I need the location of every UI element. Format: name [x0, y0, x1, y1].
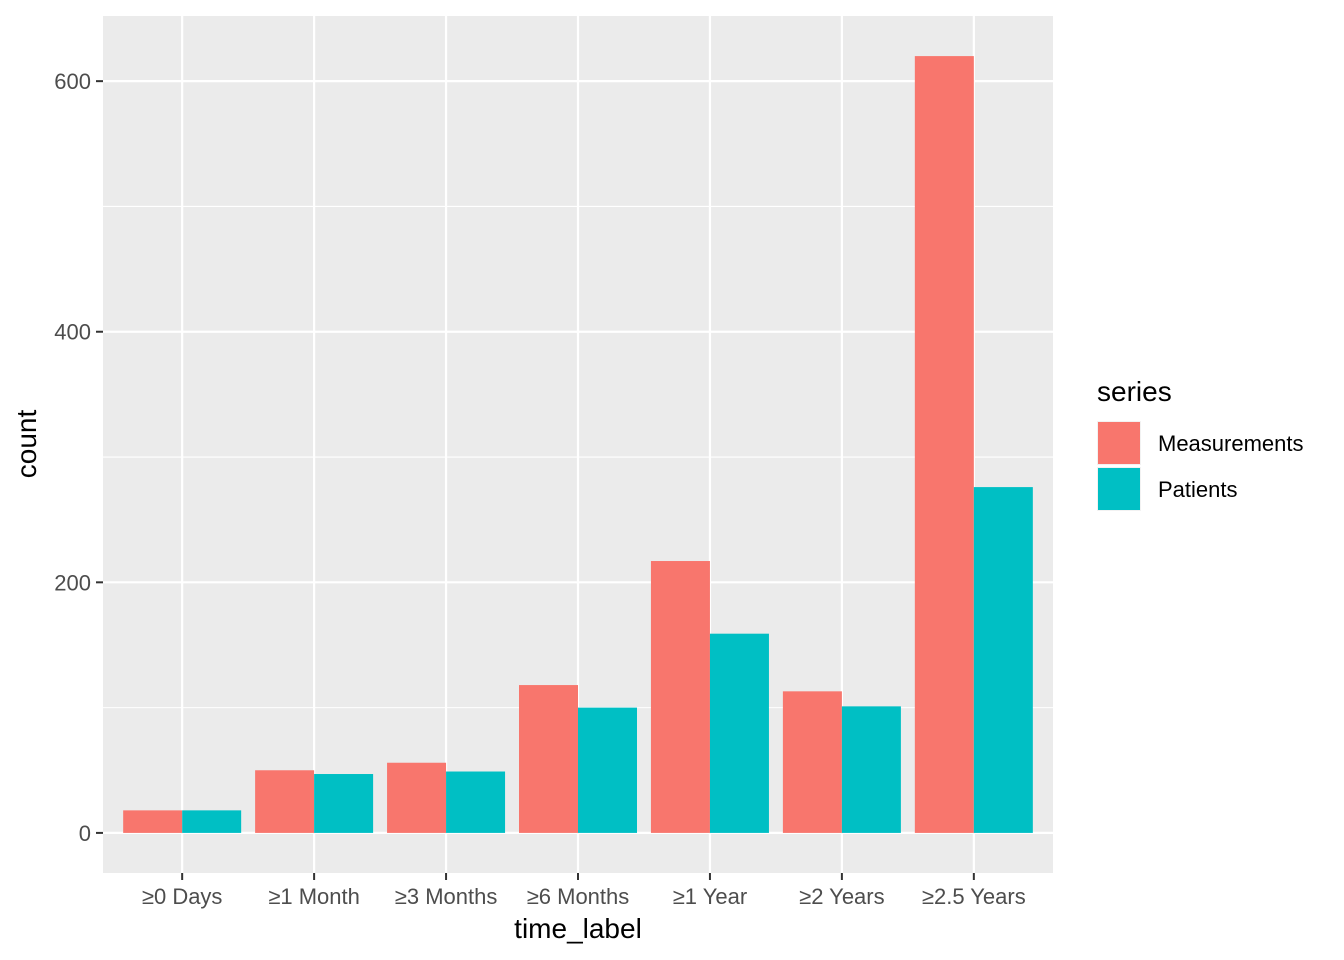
- bar-measurements-5: [782, 691, 842, 833]
- bar-patients-4: [709, 633, 769, 833]
- y-tick-label: 0: [79, 821, 91, 846]
- legend-label-measurements: Measurements: [1158, 431, 1304, 456]
- bar-measurements-4: [650, 561, 710, 833]
- x-axis-title: time_label: [514, 913, 642, 944]
- bar-measurements-6: [914, 56, 974, 833]
- y-tick-label: 400: [54, 320, 91, 345]
- x-tick-label: ≥1 Year: [673, 884, 747, 909]
- bar-patients-2: [446, 771, 506, 833]
- y-axis-title: count: [11, 410, 42, 479]
- bar-patients-0: [182, 810, 242, 833]
- bar-measurements-3: [519, 685, 578, 833]
- bar-patients-1: [314, 774, 374, 833]
- y-tick-label: 200: [54, 570, 91, 595]
- legend: series Measurements Patients: [1097, 376, 1304, 511]
- x-tick-label: ≥0 Days: [142, 884, 223, 909]
- bar-measurements-2: [387, 762, 447, 833]
- bar-patients-5: [841, 706, 901, 833]
- bar-measurements-0: [123, 810, 183, 833]
- y-tick-label: 600: [54, 69, 91, 94]
- legend-title: series: [1097, 376, 1172, 407]
- bar-patients-3: [578, 707, 637, 833]
- x-tick-label: ≥3 Months: [395, 884, 498, 909]
- x-tick-label: ≥2 Years: [799, 884, 884, 909]
- x-axis: ≥0 Days ≥1 Month ≥3 Months ≥6 Months ≥1 Year…: [142, 873, 1026, 909]
- x-tick-label: ≥1 Month: [268, 884, 360, 909]
- legend-key-measurements: [1098, 422, 1140, 464]
- x-tick-label: ≥2.5 Years: [922, 884, 1026, 909]
- bars: [123, 56, 1033, 833]
- bar-patients-6: [973, 487, 1033, 833]
- y-axis: 0 200 400 600: [54, 69, 103, 846]
- legend-label-patients: Patients: [1158, 477, 1238, 502]
- legend-key-patients: [1098, 468, 1140, 510]
- x-tick-label: ≥6 Months: [527, 884, 630, 909]
- bar-measurements-1: [255, 770, 315, 833]
